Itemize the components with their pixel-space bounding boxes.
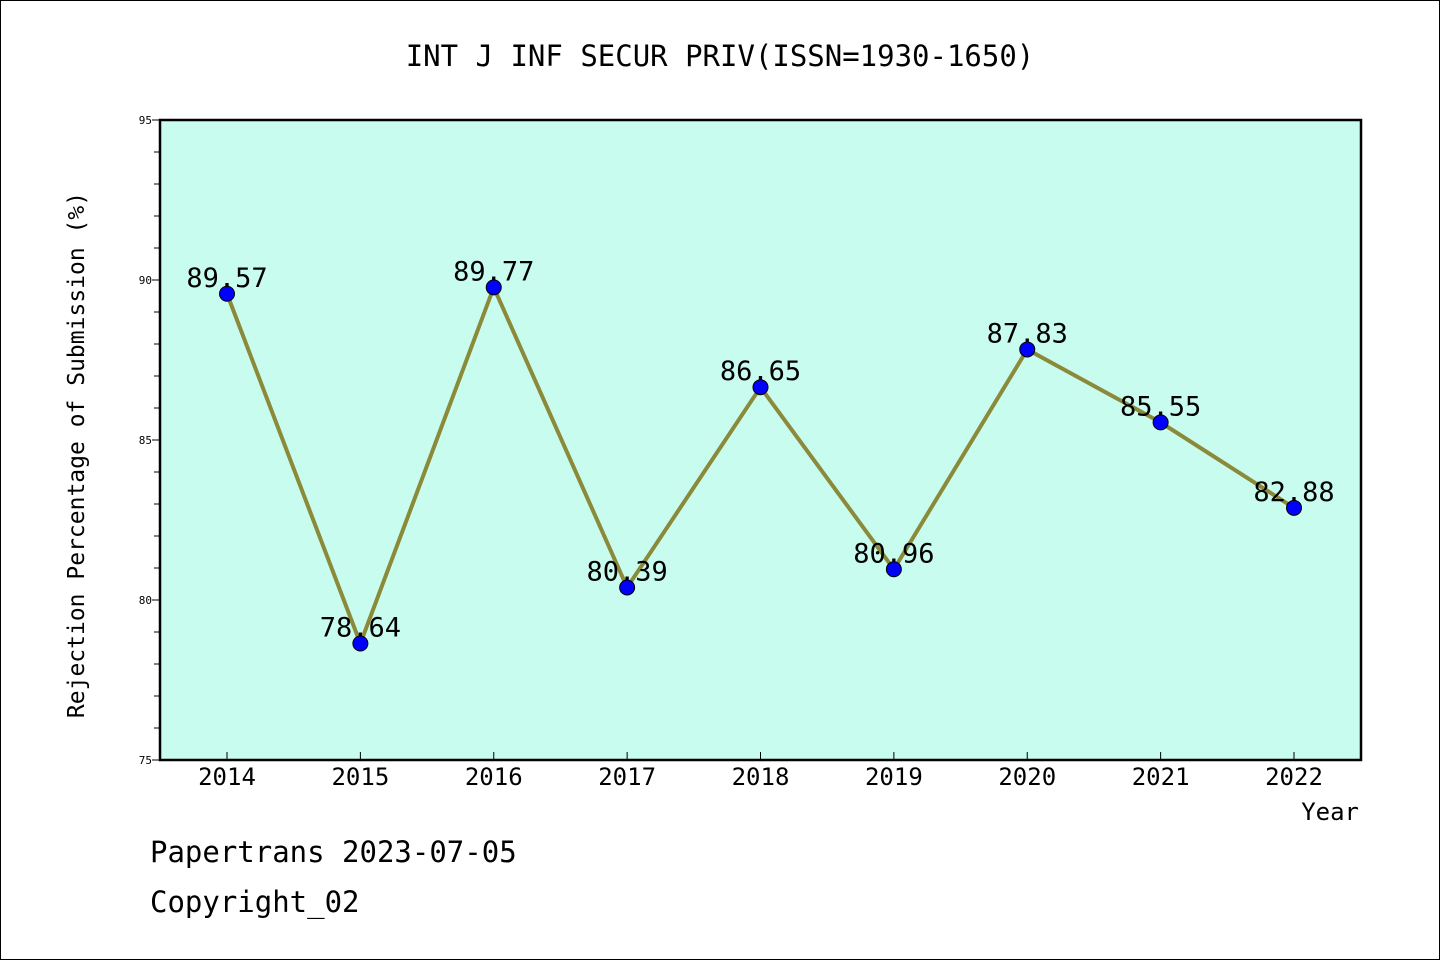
x-tick-label: 2021 [1132,763,1190,791]
x-tick-labels: 2014 2015 2016 2017 2018 2019 2020 2021 2022 [198,763,1323,791]
y-axis-label: Rejection Percentage of Submission (%) [64,192,90,718]
data-point [1152,414,1169,431]
data-label: 89.57 [186,263,267,294]
data-point [219,285,235,302]
data-label: 80.39 [586,557,667,588]
footer-copyright: Copyright_02 [150,885,360,919]
data-label: 85.55 [1120,391,1201,422]
y-tick-label: 85 [139,434,152,447]
x-tick-label: 2014 [198,763,256,791]
footer-date: Papertrans 2023-07-05 [150,835,517,869]
x-tick-label: 2017 [598,763,656,791]
data-label: 80.96 [853,538,934,569]
data-point [485,279,502,296]
plot-border [158,118,1363,762]
data-point [1286,499,1302,516]
data-point [352,635,369,652]
series-markers [219,279,1302,652]
data-label: 86.65 [720,356,801,387]
x-axis-label: Year [1301,798,1359,826]
y-tick-label: 95 [139,114,152,127]
data-labels: 89.57 78.64 89.77 80.39 86.65 80.96 87.83 85.55… [186,256,1334,643]
y-tick-label: 75 [139,754,152,767]
data-point [885,561,902,578]
y-tick-label: 90 [139,274,152,287]
data-label: 87.83 [987,318,1068,349]
x-tick-label: 2016 [465,763,523,791]
x-tick-label: 2015 [331,763,389,791]
x-tick-label: 2020 [998,763,1056,791]
data-label: 89.77 [453,256,534,287]
x-ticks [226,752,1295,760]
data-label: 82.88 [1253,477,1334,508]
data-point [752,379,769,396]
data-label: 78.64 [320,613,401,644]
data-point [1019,341,1036,358]
chart-title: INT J INF SECUR PRIV(ISSN=1930-1650) [406,39,1035,73]
y-tick-labels: 75 80 85 90 95 [139,114,152,767]
x-tick-label: 2022 [1265,763,1323,791]
x-tick-label: 2018 [732,763,790,791]
y-tick-label: 80 [139,594,152,607]
data-point [619,579,636,596]
plot-area [160,120,1361,760]
x-tick-label: 2019 [865,763,923,791]
